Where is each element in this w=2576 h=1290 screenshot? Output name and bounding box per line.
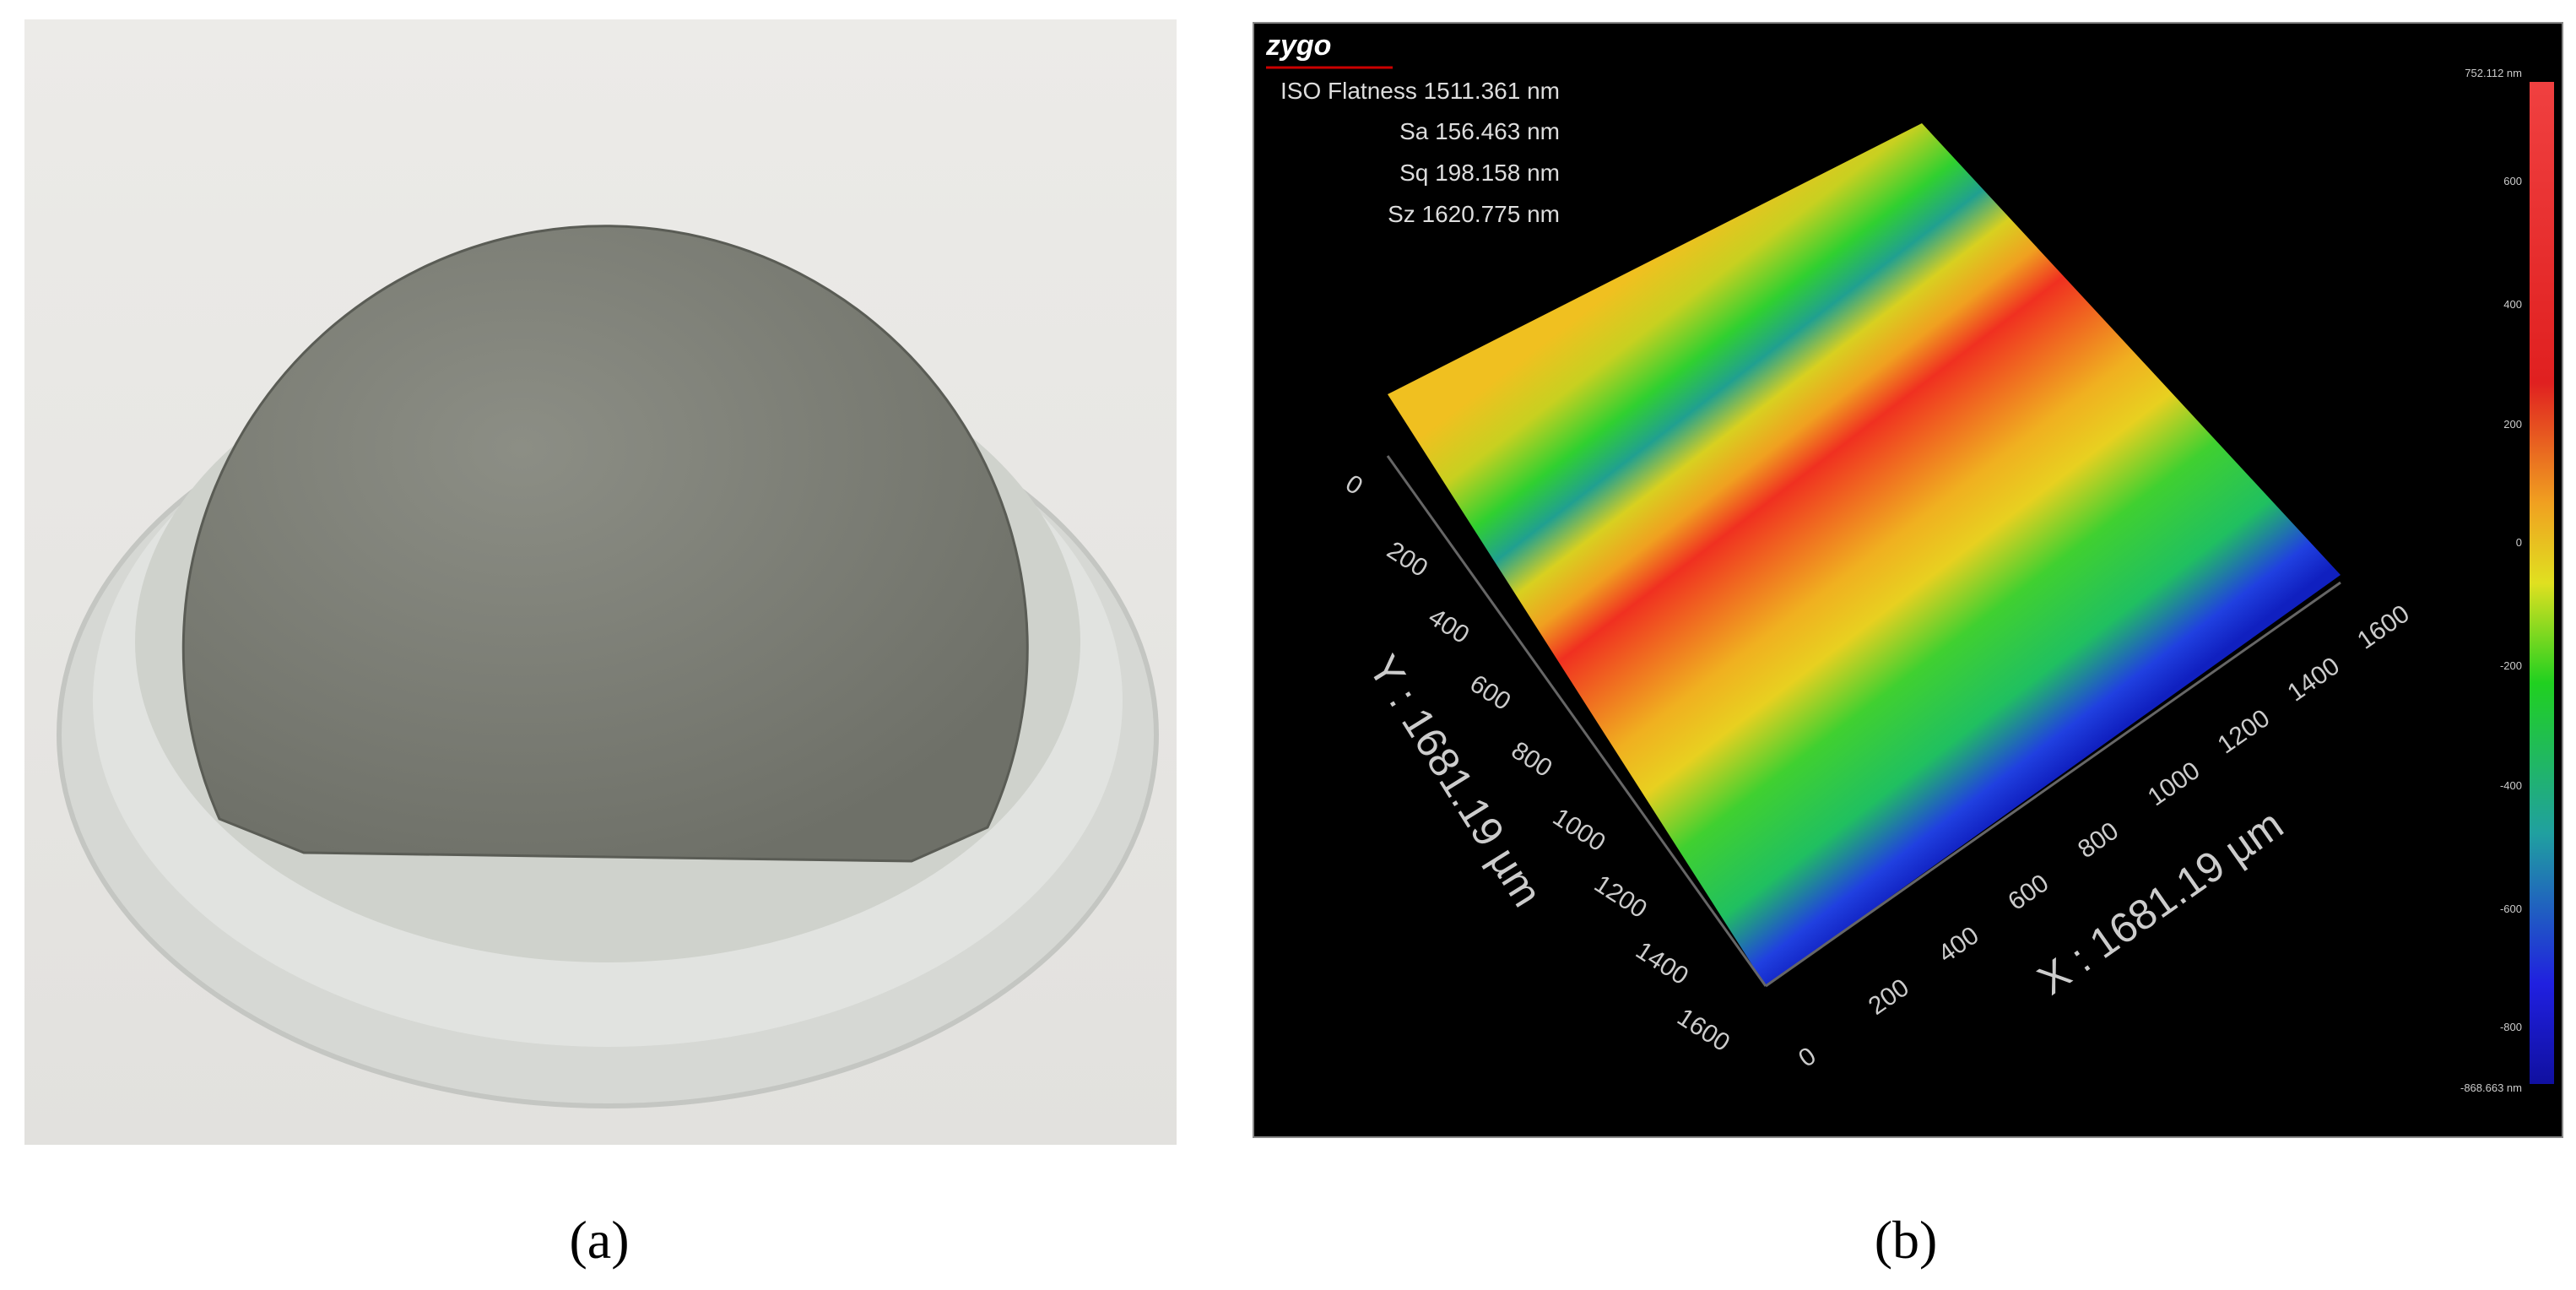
- colorbar-label: -800: [2500, 1021, 2522, 1033]
- photo: [24, 19, 1177, 1145]
- colorbar-label: 400: [2503, 298, 2522, 311]
- colorbar-label: -400: [2500, 779, 2522, 792]
- colorbar: [2530, 82, 2554, 1084]
- stat: Sq 198.158 nm: [1399, 160, 1560, 186]
- colorbar-label: 200: [2503, 418, 2522, 431]
- stat: Sz 1620.775 nm: [1388, 201, 1560, 227]
- colorbar-label: -600: [2500, 902, 2522, 915]
- stat: ISO Flatness 1511.361 nm: [1280, 78, 1560, 104]
- surface: [1388, 123, 2341, 986]
- panel-label: (a): [569, 1210, 629, 1270]
- colorbar-label: 600: [2503, 175, 2522, 187]
- profile-panel: zygo: [1253, 22, 2563, 1138]
- stat: Sa 156.463 nm: [1399, 118, 1560, 144]
- colorbar-label: -868.663 nm: [2460, 1081, 2522, 1094]
- panel-label: (b): [1875, 1210, 1938, 1270]
- colorbar-label: 0: [2516, 536, 2522, 549]
- colorbar-label: 752.112 nm: [2465, 67, 2522, 79]
- logo: zygo: [1265, 30, 1331, 62]
- colorbar-label: -200: [2500, 659, 2522, 672]
